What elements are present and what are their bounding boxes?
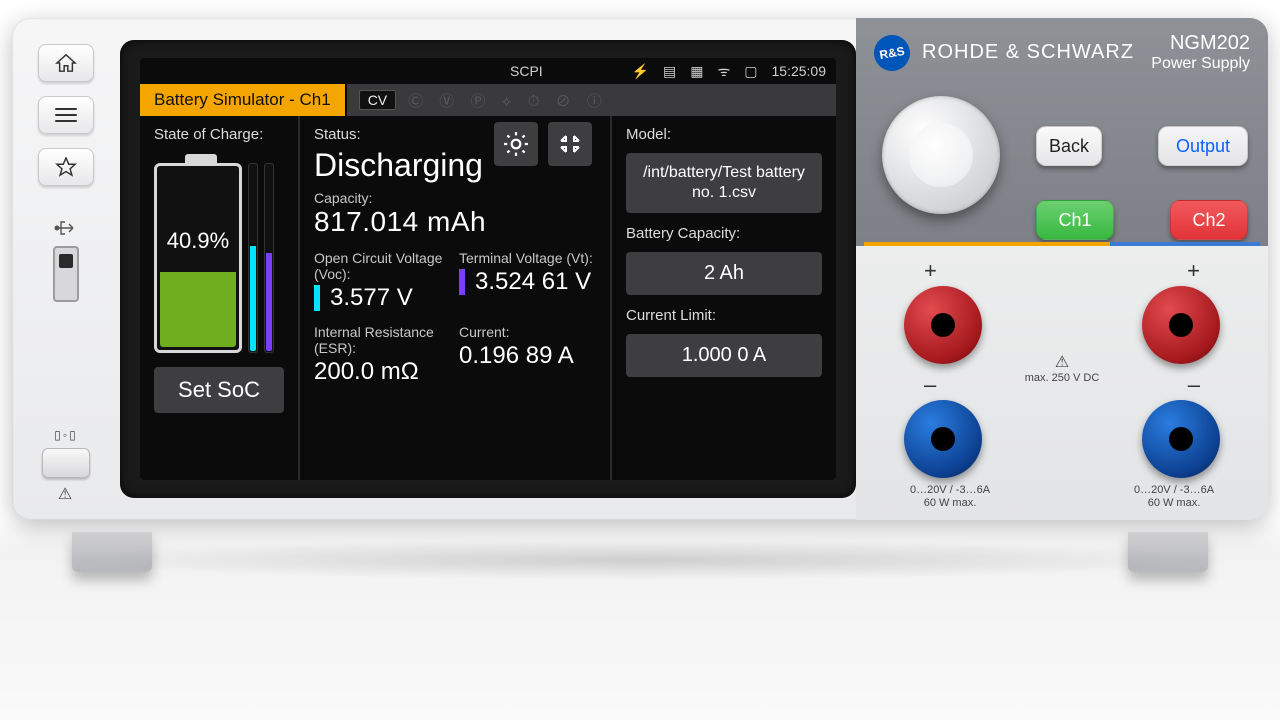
hamburger-icon xyxy=(55,107,77,123)
home-button[interactable] xyxy=(38,44,94,82)
collapse-button[interactable] xyxy=(548,122,592,166)
soc-percent: 40.9% xyxy=(157,228,239,254)
tab-bar: Battery Simulator - Ch1 CV Ⓒ Ⓥ Ⓟ ⟡ ⏱ ⊘ ⓘ xyxy=(140,84,836,116)
battery-fill xyxy=(160,272,236,347)
battery-capacity-input[interactable]: 2 Ah xyxy=(626,252,822,295)
model-label: Model: xyxy=(626,126,822,143)
voc-label: Open Circuit Voltage (Voc): xyxy=(314,250,451,282)
tab-battery-simulator[interactable]: Battery Simulator - Ch1 xyxy=(140,84,345,116)
model-subtitle: Power Supply xyxy=(1151,55,1250,73)
log-icon: ▤ xyxy=(663,63,676,80)
rec-icon: ▦ xyxy=(690,63,703,80)
brand-logo-icon: R&S xyxy=(871,32,913,74)
voc-value: 3.577 V xyxy=(330,284,413,312)
voc-gauge-fill xyxy=(250,246,256,351)
brand-row: R&S ROHDE & SCHWARZ NGM202 Power Supply xyxy=(874,32,1250,73)
preset-glyphs: ▯◦▯ xyxy=(54,428,77,442)
vt-value: 3.524 61 V xyxy=(475,268,591,296)
screen-content: State of Charge: 40.9% Set SoC Status: xyxy=(140,116,836,480)
negative-jacks xyxy=(876,398,1248,480)
bolt-icon: ⚡ xyxy=(632,63,649,80)
current-label: Current: xyxy=(459,324,596,340)
device-chassis: ▯◦▯ ⚠ SCPI ⚡ ▤ ▦ ᯤ ▢ 15:25:09 Battery Si… xyxy=(12,18,1268,520)
star-icon xyxy=(55,157,77,177)
screen-bezel: SCPI ⚡ ▤ ▦ ᯤ ▢ 15:25:09 Battery Simulato… xyxy=(120,40,856,498)
usb-section xyxy=(53,218,79,302)
esr-value: 200.0 mΩ xyxy=(314,358,451,386)
power-button[interactable] xyxy=(42,448,90,478)
right-panel-top: R&S ROHDE & SCHWARZ NGM202 Power Supply … xyxy=(856,18,1268,246)
status-column: Status: Discharging Capacity: 817.014 mA… xyxy=(300,116,612,480)
model-block: NGM202 Power Supply xyxy=(1151,32,1250,73)
current-limit-input[interactable]: 1.000 0 A xyxy=(626,334,822,377)
set-soc-button[interactable]: Set SoC xyxy=(154,367,284,413)
wifi-icon: ᯤ xyxy=(717,62,730,81)
soc-column: State of Charge: 40.9% Set SoC xyxy=(140,116,300,480)
voc-color-marker xyxy=(314,285,320,311)
ch1-spec: 0…20V / -3…6A60 W max. xyxy=(900,484,1000,510)
ch2-negative-jack[interactable] xyxy=(1142,400,1220,478)
collapse-icon xyxy=(558,132,582,156)
gear-icon xyxy=(503,131,529,157)
scpi-indicator: SCPI xyxy=(510,63,543,79)
touchscreen[interactable]: SCPI ⚡ ▤ ▦ ᯤ ▢ 15:25:09 Battery Simulato… xyxy=(140,58,836,480)
soc-label: State of Charge: xyxy=(154,126,284,143)
ch1-negative-jack[interactable] xyxy=(904,400,982,478)
power-cluster: ▯◦▯ ⚠ xyxy=(42,428,90,504)
lan-icon: ▢ xyxy=(744,63,757,80)
left-hardware-strip: ▯◦▯ ⚠ xyxy=(12,18,120,520)
right-panel-bottom: ++ max. 250 V DC –– 0…20V / -3…6A60 W ma… xyxy=(856,246,1268,520)
battery-outline: 40.9% xyxy=(154,163,242,353)
ch1-button[interactable]: Ch1 xyxy=(1036,200,1114,240)
model-path-button[interactable]: /int/battery/Test battery no. 1.csv xyxy=(626,153,822,213)
inputs-column: Model: /int/battery/Test battery no. 1.c… xyxy=(612,116,836,480)
vt-label: Terminal Voltage (Vt): xyxy=(459,250,596,266)
max-voltage-warning: max. 250 V DC xyxy=(1017,354,1107,385)
vt-gauge-fill xyxy=(266,253,272,351)
vt-color-marker xyxy=(459,269,465,295)
battery-visual: 40.9% xyxy=(154,153,284,353)
current-value: 0.196 89 A xyxy=(459,342,596,370)
settings-button[interactable] xyxy=(494,122,538,166)
cv-badge: CV xyxy=(359,90,396,110)
ch1-positive-jack[interactable] xyxy=(904,286,982,364)
warning-icon: ⚠ xyxy=(58,484,74,504)
floor-shadow xyxy=(40,540,1240,580)
disabled-mode-icons: Ⓒ Ⓥ Ⓟ ⟡ ⏱ ⊘ ⓘ xyxy=(408,90,608,111)
ch2-spec: 0…20V / -3…6A60 W max. xyxy=(1124,484,1224,510)
battery-capacity-label: Battery Capacity: xyxy=(626,225,822,242)
usb-icon xyxy=(53,218,79,238)
capacity-label: Capacity: xyxy=(314,190,596,206)
voc-gauge xyxy=(248,163,258,353)
favorite-button[interactable] xyxy=(38,148,94,186)
port-spec-row: 0…20V / -3…6A60 W max. 0…20V / -3…6A60 W… xyxy=(876,480,1248,510)
current-limit-label: Current Limit: xyxy=(626,307,822,324)
vt-gauge xyxy=(264,163,274,353)
clock-text: 15:25:09 xyxy=(772,63,827,79)
esr-label: Internal Resistance (ESR): xyxy=(314,324,451,356)
brand-name: ROHDE & SCHWARZ xyxy=(922,41,1134,64)
model-number: NGM202 xyxy=(1151,32,1250,55)
output-button[interactable]: Output xyxy=(1158,126,1248,166)
right-hardware-panel: R&S ROHDE & SCHWARZ NGM202 Power Supply … xyxy=(856,18,1268,520)
ch2-positive-jack[interactable] xyxy=(1142,286,1220,364)
back-button[interactable]: Back xyxy=(1036,126,1102,166)
tab-badges-strip: CV Ⓒ Ⓥ Ⓟ ⟡ ⏱ ⊘ ⓘ xyxy=(345,84,836,116)
rotary-knob[interactable] xyxy=(882,96,1000,214)
menu-button[interactable] xyxy=(38,96,94,134)
ch2-button[interactable]: Ch2 xyxy=(1170,200,1248,240)
capacity-value: 817.014 mAh xyxy=(314,206,596,238)
screen-statusbar: SCPI ⚡ ▤ ▦ ᯤ ▢ 15:25:09 xyxy=(140,58,836,84)
home-icon xyxy=(55,53,77,73)
usb-port[interactable] xyxy=(53,246,79,302)
polarity-plus-row: ++ xyxy=(876,258,1248,284)
